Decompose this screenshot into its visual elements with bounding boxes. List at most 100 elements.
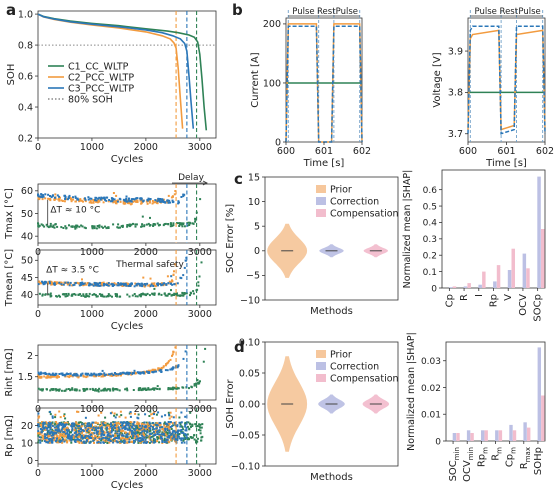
a5-point-C3	[161, 439, 164, 442]
a5-point-C3	[49, 410, 52, 413]
a2-point-C3	[76, 197, 79, 200]
a4-point-C1	[111, 388, 114, 391]
a4-point-C3	[44, 373, 47, 375]
a2-point-C2	[74, 200, 77, 203]
a2-point-C3	[168, 199, 171, 202]
a5-point-C3	[65, 423, 68, 426]
a3-point-C3	[117, 284, 120, 287]
a5-point-C3	[91, 428, 94, 431]
a2-point-C1	[47, 226, 50, 229]
a3-point-C1	[101, 295, 104, 298]
a4-point-C2	[100, 375, 103, 378]
a3-point-C3	[129, 283, 132, 286]
d2-bar-Compensation	[498, 430, 503, 441]
a3-xtick-label: 1000	[80, 309, 104, 320]
a3-point-C3	[144, 284, 147, 287]
a5-point-C1	[70, 431, 72, 434]
a4-point-C3	[51, 372, 54, 375]
a5-point-C3	[71, 427, 74, 430]
a5-point-C3	[77, 425, 80, 428]
a5-point-C3	[184, 425, 187, 428]
a2-point-C1	[149, 216, 151, 219]
a5-point-C3	[47, 424, 50, 427]
a5-point-C1	[126, 437, 129, 439]
a5-point-C3	[136, 437, 139, 440]
a2-point-C1	[96, 225, 99, 227]
a3-point-C2	[39, 282, 42, 284]
a5-point-C2	[77, 423, 80, 426]
a3-point-C1	[173, 292, 176, 295]
a2-point-C2	[90, 201, 93, 204]
a3-point-C3	[41, 280, 43, 283]
a5-point-C3	[37, 412, 40, 415]
a5-point-C3	[153, 441, 155, 444]
a2-point-C1	[164, 222, 167, 225]
a3-point-C1	[179, 294, 182, 297]
a4-point-C1	[153, 388, 156, 391]
a3-xtick-label: 0	[35, 309, 41, 320]
b1-xtick-label: 600	[277, 146, 295, 157]
a4-point-C3	[133, 372, 135, 375]
a5-point-C3	[48, 439, 51, 442]
a5-point-C2	[137, 434, 139, 436]
a2-point-C2	[155, 201, 158, 204]
a2-point-C3	[125, 197, 128, 200]
a5-point-C3	[171, 432, 174, 435]
a5-point-C2	[129, 412, 132, 415]
a4-point-C3	[42, 372, 45, 375]
a2-point-C1	[180, 223, 183, 226]
d1-legend-swatch	[316, 350, 326, 358]
a2-point-C1	[93, 227, 96, 230]
a2-point-C2	[170, 196, 173, 199]
a5-point-C3	[90, 437, 93, 439]
a5-point-C3	[178, 421, 181, 424]
d1-ytick-label: 0.05	[239, 368, 260, 379]
d1-legend-label: Prior	[330, 350, 352, 361]
c2-ytick-label: 0.6	[423, 186, 438, 196]
a2-point-C3	[87, 198, 90, 201]
a5-point-C2	[108, 441, 111, 444]
a5-point-C2	[102, 438, 105, 441]
a5-point-C1	[70, 441, 73, 444]
a5-point-C1	[153, 423, 156, 426]
a5-point-C3	[146, 441, 149, 444]
a2-point-C1	[143, 224, 146, 227]
a3-point-C3	[170, 275, 173, 278]
a5-point-C1	[148, 430, 151, 433]
a5-point-C1	[105, 439, 108, 442]
d2-category-label: SOCmin	[448, 447, 461, 481]
a4-point-C2	[171, 354, 173, 357]
d2-category-label: Rm	[491, 447, 504, 461]
d2-category-sub: m	[496, 447, 504, 454]
a5-point-C2	[51, 435, 54, 438]
a3-point-C3	[127, 284, 130, 287]
a2-points	[37, 190, 202, 230]
a3-point-C3	[171, 283, 174, 286]
a3-point-C3	[107, 284, 110, 287]
a5-point-C2	[63, 422, 66, 424]
a5-point-C2	[47, 435, 50, 438]
a5-point-C3	[158, 429, 161, 432]
a3-point-C1	[189, 294, 191, 297]
a5-point-C2	[39, 424, 42, 427]
a2-point-C2	[97, 201, 99, 203]
a5-point-C2	[109, 426, 112, 429]
a5-point-C3	[66, 432, 69, 435]
a3-point-C1	[82, 294, 85, 297]
a5-point-C2	[130, 421, 133, 424]
a4-point-C3	[166, 369, 169, 372]
a2-point-C1	[177, 222, 180, 225]
a5-point-C3	[143, 429, 146, 432]
a4-point-C2	[71, 375, 74, 378]
a2-point-C2	[140, 201, 143, 204]
a5-point-C2	[108, 433, 111, 436]
a4-point-C1	[124, 388, 127, 391]
a3-point-C3	[174, 283, 177, 286]
a3-point-C1	[197, 284, 200, 287]
a5-ytick-label: 0	[27, 456, 33, 467]
a5-point-C3	[58, 440, 61, 443]
a5-point-C3	[118, 428, 121, 431]
a5-point-C2	[151, 441, 154, 444]
c2-category-label: Cp	[444, 294, 455, 307]
